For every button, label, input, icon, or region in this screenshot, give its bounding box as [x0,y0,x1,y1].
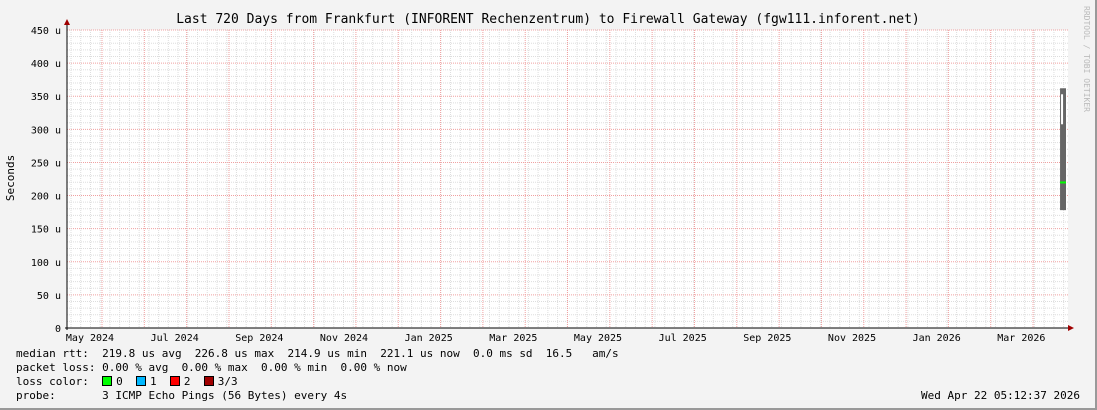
y-tick-label: 0 [55,324,61,335]
loss-color-label: loss color: [16,375,89,388]
loss-swatch-2 [169,376,180,386]
latency-chart: Last 720 Days from Frankfurt (INFORENT R… [4,6,1091,344]
smoke-gap [1061,94,1064,125]
loss-swatch-1 [135,376,146,386]
y-tick-label: 200 u [31,192,61,203]
x-tick-label: Jul 2024 [151,333,199,344]
x-tick-label: Mar 2025 [489,333,537,344]
x-tick-label: Mar 2026 [997,333,1045,344]
legend-loss-color: loss color: 0 1 2 3/3 [16,375,238,388]
y-axis-arrow [64,19,70,25]
loss-swatch-3 [203,376,214,386]
x-tick-label: Sep 2025 [743,333,791,344]
legend-packet-loss: packet loss: 0.00 % avg 0.00 % max 0.00 … [16,361,407,374]
loss-label-0: 0 [116,375,123,388]
y-tick-label: 100 u [31,258,61,269]
loss-label-1: 1 [149,375,157,388]
loss-swatch-0 [102,376,113,386]
x-axis-arrow [1068,325,1074,331]
y-tick-label: 150 u [31,225,61,236]
legend-probe: probe: 3 ICMP Echo Pings (56 Bytes) ever… [16,389,348,402]
chart-title: Last 720 Days from Frankfurt (INFORENT R… [176,12,920,27]
watermark: RRDTOOL / TOBI OETIKER [1082,6,1091,112]
smoke-band [1060,88,1066,211]
x-tick-label: Jan 2025 [405,333,453,344]
y-tick-label: 300 u [31,125,61,136]
loss-label-3: 3/3 [217,375,238,388]
y-tick-label: 400 u [31,59,61,70]
loss-label-2: 2 [183,375,191,388]
y-tick-label: 450 u [31,26,61,37]
y-tick-label: 250 u [31,158,61,169]
x-tick-label: Nov 2024 [320,333,368,344]
y-axis-label: Seconds [4,155,17,201]
timestamp: Wed Apr 22 05:12:37 2026 [921,389,1080,402]
y-tick-label: 350 u [31,92,61,103]
x-tick-label: May 2024 [66,333,114,344]
x-tick-label: Nov 2025 [828,333,876,344]
x-tick-label: Jan 2026 [913,333,961,344]
legend-median-rtt: median rtt: 219.8 us avg 226.8 us max 21… [16,347,619,360]
x-tick-label: Sep 2024 [235,333,283,344]
x-tick-label: May 2025 [574,333,622,344]
y-tick-label: 50 u [37,291,61,302]
x-tick-label: Jul 2025 [659,333,707,344]
